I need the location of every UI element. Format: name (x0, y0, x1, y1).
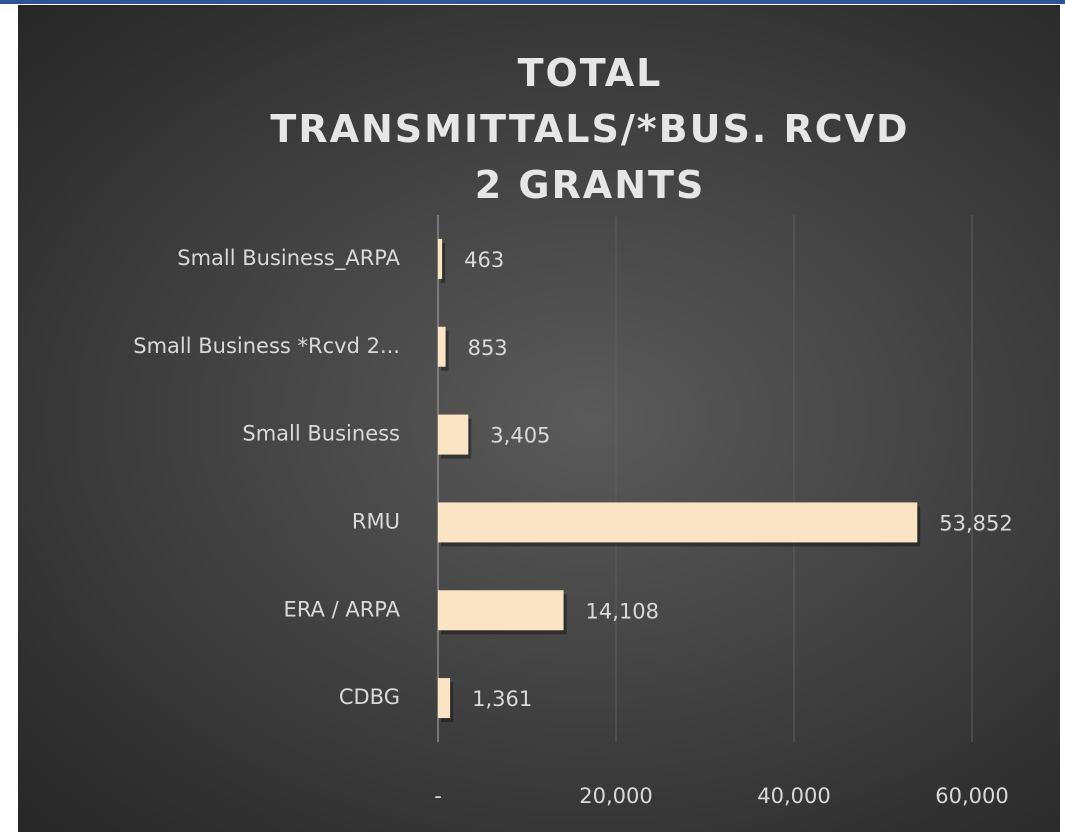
y-tick-label: ERA / ARPA (284, 597, 401, 621)
bar (438, 238, 443, 279)
bar (438, 502, 918, 543)
data-label: 853 (468, 336, 508, 360)
data-label: 14,108 (586, 599, 659, 623)
bar (438, 678, 451, 719)
bar (438, 414, 469, 455)
bar (438, 326, 446, 367)
x-tick-label: - (434, 784, 442, 808)
x-tick-label: 40,000 (757, 784, 830, 808)
x-tick-label: 60,000 (935, 784, 1008, 808)
x-tick-label: 20,000 (579, 784, 652, 808)
top-border (0, 0, 1065, 4)
data-label: 3,405 (490, 424, 550, 448)
chart-background (18, 5, 1060, 832)
bar-shadow (441, 242, 446, 283)
y-tick-label: CDBG (339, 685, 400, 709)
data-label: 463 (464, 248, 504, 272)
chart-title: TOTAL TRANSMITTALS/*BUS. RCVD 2 GRANTS (270, 51, 910, 207)
data-label: 53,852 (939, 511, 1012, 535)
y-tick-label: Small Business *Rcvd 2... (133, 334, 400, 358)
y-tick-label: Small Business_ARPA (177, 246, 400, 271)
y-tick-label: Small Business (242, 422, 400, 446)
bar (438, 590, 564, 631)
y-tick-label: RMU (352, 509, 400, 533)
data-label: 1,361 (472, 687, 532, 711)
